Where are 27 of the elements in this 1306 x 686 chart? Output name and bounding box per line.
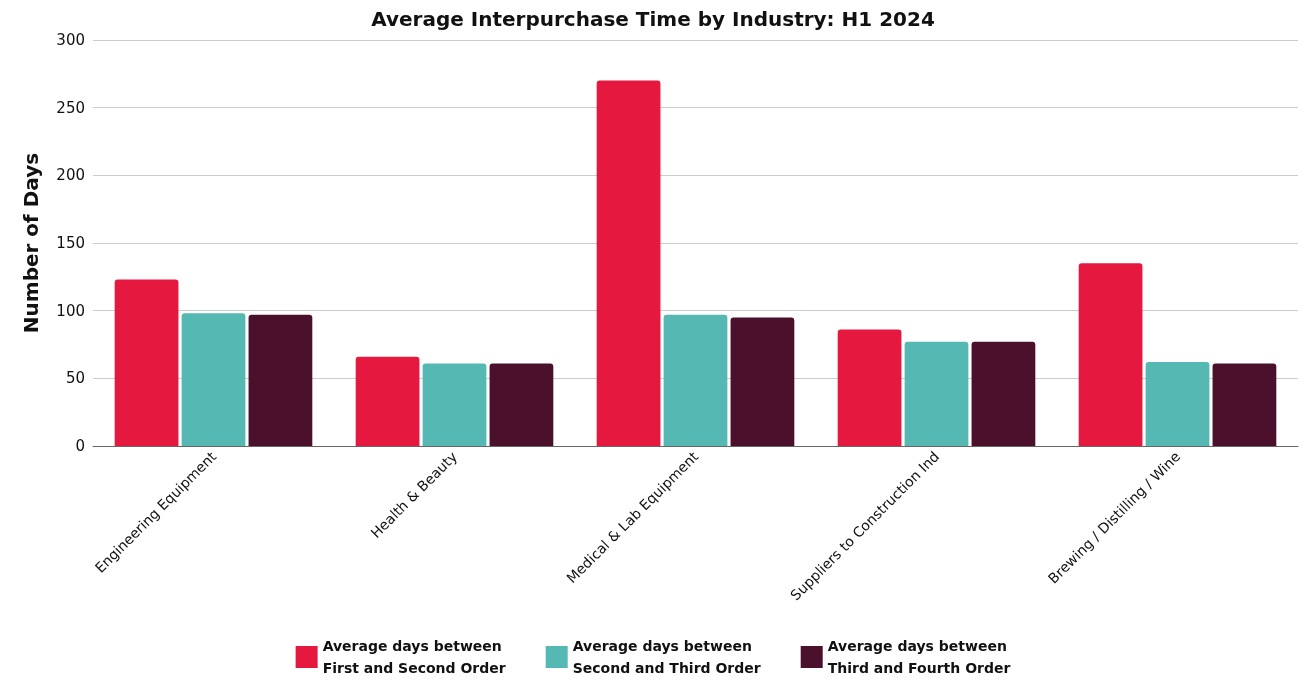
y-tick-label: 200	[56, 166, 85, 185]
bar	[904, 341, 969, 446]
y-tick-label: 300	[56, 31, 85, 49]
bar	[1212, 363, 1277, 446]
bar	[596, 80, 661, 446]
bar	[1078, 263, 1143, 446]
legend-label: Average days between Third and Fourth Order	[827, 638, 1011, 676]
bar	[730, 317, 795, 446]
y-tick-label: 150	[56, 234, 85, 252]
bar	[422, 363, 487, 446]
bar	[114, 279, 179, 446]
chart-title: Average Interpurchase Time by Industry: H1 2024	[371, 7, 935, 31]
bar	[248, 314, 313, 446]
bar	[663, 314, 728, 446]
bar	[181, 313, 246, 446]
bar	[489, 363, 554, 446]
legend-label: Average days between Second and Third Order	[572, 638, 761, 676]
bar	[837, 329, 902, 446]
bar	[355, 356, 420, 446]
y-tick-label: 250	[56, 98, 85, 117]
y-tick-label: 0	[75, 437, 85, 455]
y-tick-label: 50	[65, 369, 85, 388]
bar	[1145, 362, 1210, 446]
bar	[971, 341, 1036, 446]
y-axis-title: Number of Days	[19, 152, 43, 334]
legend-label: Average days between First and Second Order	[322, 638, 506, 676]
y-tick-label: 100	[56, 301, 85, 320]
